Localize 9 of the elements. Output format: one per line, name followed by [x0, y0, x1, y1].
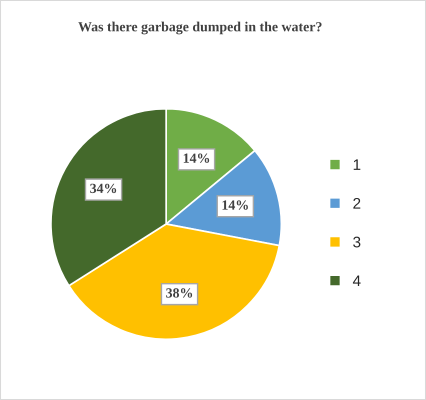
legend-label: 4 — [352, 275, 361, 286]
data-label: 38% — [166, 288, 192, 298]
chart-title: Was there garbage dumped in the water? — [78, 22, 322, 34]
data-label: 34% — [90, 184, 116, 194]
legend-label: 3 — [353, 236, 360, 248]
data-label: 14% — [222, 200, 248, 210]
legend-label: 1 — [354, 159, 360, 170]
legend-label: 2 — [353, 198, 360, 209]
data-label: 14% — [184, 153, 210, 163]
